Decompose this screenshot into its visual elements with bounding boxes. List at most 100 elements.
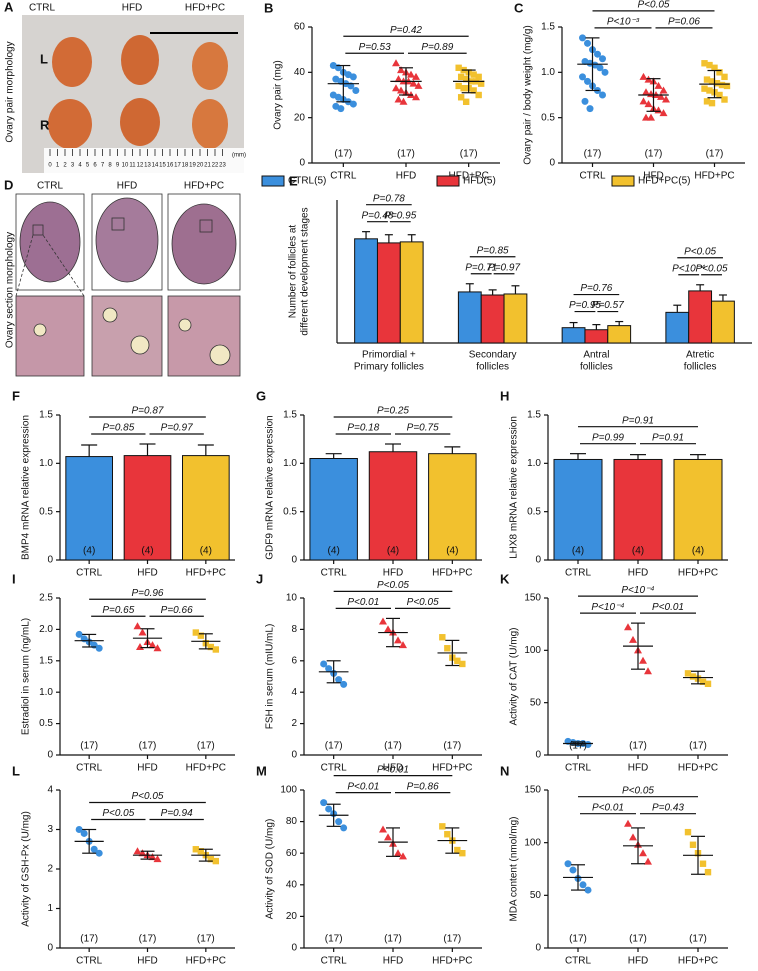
y-tick-label: 8 [291, 624, 297, 635]
ruler-label: 9 [116, 163, 120, 169]
legend-swatch [261, 175, 285, 187]
point [207, 643, 215, 651]
y-tick-label: 60 [286, 848, 298, 859]
ruler-label: 20 [197, 163, 204, 169]
p-value: P=0.85 [102, 423, 134, 434]
y-tick-label: 1.5 [283, 410, 297, 421]
point [708, 99, 716, 107]
p-value: P<0.01 [347, 781, 379, 792]
y-tick-label: 80 [286, 816, 298, 827]
y-tick-label: 0.5 [39, 506, 53, 517]
n-label: (17) [139, 934, 157, 945]
x-tick-label: CTRL [76, 763, 103, 774]
p-value: P=0.66 [161, 605, 193, 616]
n-label: (4) [83, 546, 95, 557]
point [699, 860, 707, 867]
point [412, 72, 420, 80]
ruler-label: 22 [212, 163, 219, 169]
point [444, 645, 451, 652]
y-tick-label: 2.0 [39, 624, 53, 635]
p-value: P=0.76 [580, 283, 612, 294]
point [639, 849, 647, 857]
y-tick-label: 1.0 [527, 458, 541, 469]
point [325, 665, 333, 673]
panel-label: B [264, 0, 273, 15]
n-label: (17) [689, 934, 707, 945]
point [197, 848, 205, 855]
n-label: (17) [569, 741, 587, 752]
point [454, 846, 461, 854]
y-tick-label: 150 [524, 785, 541, 796]
p-value: P=0.95 [569, 300, 601, 311]
p-value: P=0.06 [668, 17, 700, 28]
point [721, 96, 728, 103]
point [569, 866, 577, 874]
p-value: P<0.05 [696, 263, 728, 274]
point [80, 829, 88, 837]
point [349, 73, 357, 81]
n-label: (17) [397, 149, 415, 160]
y-axis-label: Ovary pair / body weight (mg/g) [523, 25, 534, 165]
point [340, 824, 348, 832]
point [596, 64, 604, 72]
point [459, 850, 466, 857]
p-value: P=0.43 [652, 802, 684, 813]
legend-label: HFD(5) [463, 176, 496, 187]
x-tick-label: HFD+PC [694, 171, 734, 182]
point [579, 34, 586, 42]
point [394, 75, 403, 83]
ovary [52, 37, 92, 87]
y-tick-label: 0.5 [283, 506, 297, 517]
bar [376, 242, 401, 344]
point [325, 805, 333, 813]
point [394, 636, 402, 644]
ruler-label: 5 [86, 163, 90, 169]
point [657, 92, 665, 100]
point [654, 81, 663, 89]
point [439, 634, 446, 641]
x-tick-label: CTRL [321, 568, 348, 579]
x-tick-label: CTRL [565, 956, 592, 967]
p-value: P<0.01 [652, 602, 684, 613]
y-axis-label: Activity of SOD (U/mg) [265, 819, 276, 920]
y-axis-label: GDF9 mRNA relative expression [265, 415, 276, 560]
bar [65, 456, 114, 561]
point [721, 73, 728, 81]
n-label: (4) [446, 546, 458, 557]
legend-label: CTRL(5) [288, 176, 326, 187]
point [133, 847, 142, 855]
bar [584, 329, 609, 344]
ruler-label: 12 [137, 163, 144, 169]
point [699, 678, 707, 685]
y-axis-label: Number of follicles at [288, 225, 299, 319]
point [384, 833, 392, 841]
bar [607, 325, 632, 344]
y-tick-label: 1.0 [283, 458, 297, 469]
p-value: P<0.05 [622, 785, 654, 796]
point [384, 625, 392, 633]
point [723, 82, 731, 90]
point [340, 680, 348, 688]
x-tick-label: CTRL [565, 568, 592, 579]
n-label: (17) [197, 934, 215, 945]
legend-label: HFD+PC(5) [638, 176, 691, 187]
y-axis-label: LHX8 mRNA relative expression [509, 416, 520, 559]
y-tick-label: 6 [291, 655, 297, 666]
x-tick-label: HFD+PC [432, 956, 472, 967]
y-tick-label: 0 [535, 943, 541, 954]
bar [457, 291, 482, 344]
point [475, 73, 482, 81]
point [392, 59, 400, 67]
y-tick-label: 4 [291, 687, 297, 698]
x-tick-label: Secondary [469, 350, 517, 361]
y-axis-label: different development stages [300, 207, 311, 335]
point [454, 657, 461, 664]
y-tick-label: 0 [47, 943, 53, 954]
p-value: P=0.42 [390, 25, 422, 36]
x-tick-label: HFD [628, 568, 649, 579]
point [379, 825, 387, 833]
point [689, 673, 697, 680]
point [647, 113, 655, 121]
n-label: (17) [443, 934, 461, 945]
bar [123, 455, 172, 561]
